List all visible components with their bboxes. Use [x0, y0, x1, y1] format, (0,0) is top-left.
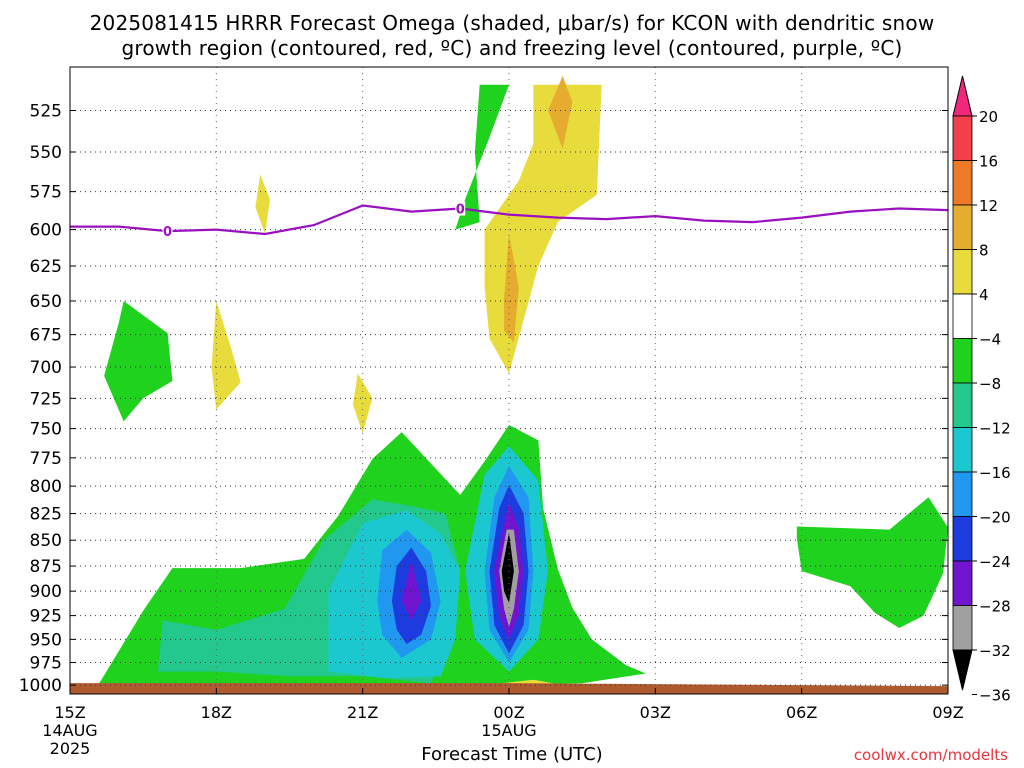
y-tick-label-6: 675 — [30, 326, 62, 346]
y-axis: 525 550 575 600 625 650 675 700 725 750 775 800 825 8… — [19, 102, 948, 696]
colorbar-label-6: −8 — [979, 375, 1001, 393]
omega-region-5 — [484, 84, 602, 374]
colorbar-box-9 — [952, 516, 973, 562]
x-axis: 15Z 18Z 21Z 00Z 03Z 06Z 09Z — [54, 688, 964, 722]
y-tick-label-5: 650 — [30, 292, 62, 312]
x-tick-label-4: 03Z — [640, 703, 671, 722]
omega-region-7 — [548, 75, 573, 149]
colorbar-top-arrow — [952, 75, 973, 117]
y-tick-label-8: 725 — [30, 389, 62, 409]
x-tick-label-3: 00Z — [493, 703, 524, 722]
freezing-level-layer: 00 — [70, 201, 949, 240]
colorbar-label-12: −32 — [979, 642, 1011, 660]
colorbar-label-0: 20 — [979, 108, 998, 126]
colorbar-box-4 — [952, 293, 973, 339]
y-tick-label-1: 550 — [30, 143, 62, 163]
y-tick-label-12: 825 — [30, 505, 62, 525]
x-tick-label-5: 06Z — [786, 703, 817, 722]
y-tick-label-19: 1000 — [19, 676, 62, 696]
freezing-level-label-0: 0 — [163, 225, 172, 240]
omega-region-16 — [401, 560, 422, 621]
y-tick-label-9: 750 — [30, 420, 62, 440]
x-tick-label-0: 15Z — [54, 703, 85, 722]
colorbar-box-7 — [952, 427, 973, 473]
x-date-label-1-0: 15AUG — [481, 721, 537, 740]
omega-region-2 — [255, 174, 270, 234]
x-tick-label-6: 09Z — [932, 703, 963, 722]
y-tick-label-15: 900 — [30, 582, 62, 602]
y-tick-label-18: 975 — [30, 654, 62, 674]
y-tick-label-4: 625 — [30, 257, 62, 277]
omega-shading-layer — [99, 75, 948, 689]
x-date-label-0-0: 14AUG — [42, 721, 98, 740]
y-tick-label-17: 950 — [30, 630, 62, 650]
colorbar-box-8 — [952, 471, 973, 517]
y-tick-label-16: 925 — [30, 607, 62, 627]
colorbar-label-10: −24 — [979, 553, 1011, 571]
omega-region-1 — [211, 301, 241, 410]
x-tick-label-1: 18Z — [201, 703, 232, 722]
y-tick-label-3: 600 — [30, 221, 62, 241]
y-tick-label-10: 775 — [30, 449, 62, 469]
colorbar-box-10 — [952, 560, 973, 606]
omega-region-19 — [501, 532, 514, 603]
y-tick-label-14: 875 — [30, 557, 62, 577]
colorbar-label-5: −4 — [979, 331, 1001, 349]
omega-region-4 — [455, 84, 509, 230]
freezing-label-bg-0 — [162, 224, 173, 239]
freezing-label-bg-1 — [455, 201, 466, 216]
colorbar-label-11: −28 — [979, 598, 1011, 616]
chart-title-line2: growth region (contoured, red, ºC) and f… — [121, 36, 903, 60]
y-tick-label-0: 525 — [30, 102, 62, 122]
colorbar-box-11 — [952, 605, 973, 651]
x-tick-label-2: 21Z — [347, 703, 378, 722]
credit-text: coolwx.com/modelts — [853, 746, 1008, 764]
omega-region-20 — [796, 497, 948, 628]
colorbar-label-8: −16 — [979, 464, 1011, 482]
colorbar-label-3: 8 — [979, 242, 989, 260]
colorbar-box-2 — [952, 204, 973, 250]
y-tick-label-2: 575 — [30, 183, 62, 203]
colorbar-label-2: 12 — [979, 197, 998, 215]
x-date-label-0-1: 2025 — [49, 739, 91, 758]
colorbar-box-1 — [952, 160, 973, 206]
colorbar-box-6 — [952, 382, 973, 428]
y-tick-label-11: 800 — [30, 477, 62, 497]
colorbar-box-3 — [952, 249, 973, 295]
omega-region-6 — [504, 234, 519, 343]
x-axis-label: Forecast Time (UTC) — [421, 744, 603, 765]
y-tick-label-7: 700 — [30, 358, 62, 378]
colorbar-box-0 — [952, 115, 973, 161]
colorbar-label-9: −20 — [979, 509, 1011, 527]
colorbar-box-5 — [952, 338, 973, 384]
freezing-level-label-1: 0 — [456, 203, 465, 218]
colorbar-label-7: −12 — [979, 420, 1011, 438]
colorbar: 20 16 12 8 4 −4 −8 −12 −16 −20 −24 −28 −32 −36 — [952, 75, 1011, 705]
chart-title-line1: 2025081415 HRRR Forecast Omega (shaded, … — [89, 11, 935, 35]
colorbar-label-4: 4 — [979, 286, 989, 304]
colorbar-label-13: −36 — [979, 687, 1011, 705]
colorbar-bottom-arrow — [952, 649, 973, 691]
colorbar-label-1: 16 — [979, 153, 998, 171]
omega-region-0 — [104, 301, 173, 422]
y-tick-label-13: 850 — [30, 531, 62, 551]
grid-layer — [70, 67, 948, 694]
freezing-level-line — [70, 204, 949, 236]
